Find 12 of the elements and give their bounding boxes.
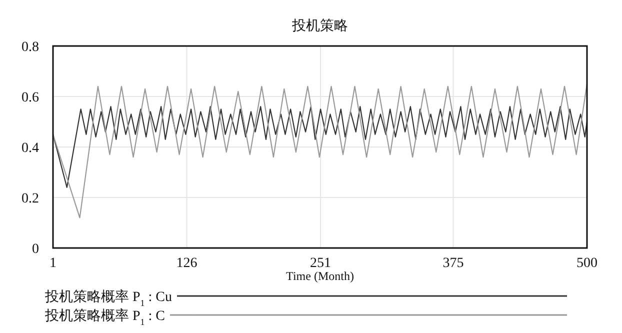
y-tick-label: 0.2	[22, 192, 39, 206]
x-axis-title: Time (Month)	[286, 269, 354, 283]
x-tick-label: 251	[310, 256, 332, 271]
x-tick-label: 375	[442, 256, 464, 271]
y-tick-label: 0.6	[22, 90, 39, 106]
y-tick-label: 0.4	[22, 141, 39, 156]
chart-title: 投机策略	[291, 18, 348, 34]
x-tick-label: 1	[50, 256, 56, 271]
y-tick-label: 0	[32, 242, 39, 257]
x-tick-label: 500	[576, 256, 598, 271]
y-tick-label: 0.8	[22, 40, 39, 55]
x-tick-label: 126	[176, 256, 198, 271]
